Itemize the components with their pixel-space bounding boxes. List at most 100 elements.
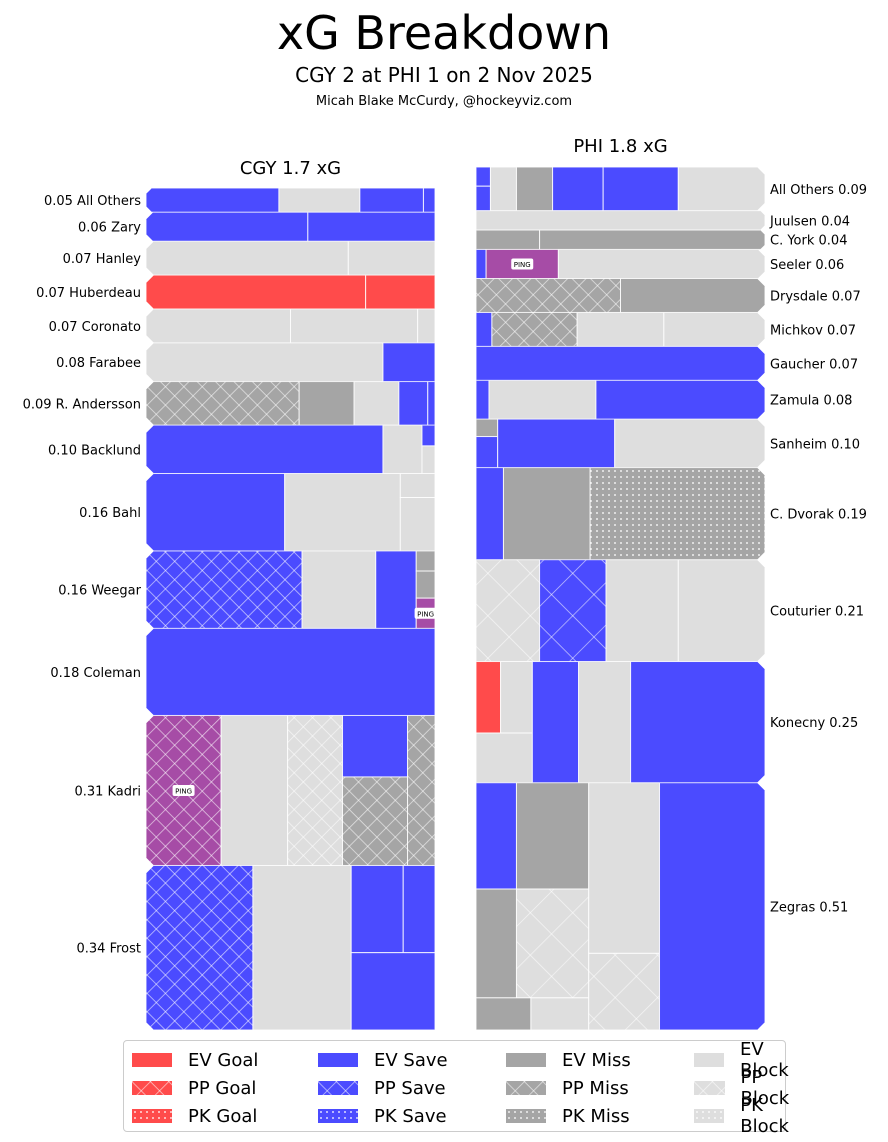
shot-miss-ev	[620, 278, 765, 313]
player-row: Michkov 0.07	[476, 312, 856, 347]
shot-miss-ev	[502, 467, 591, 560]
player-label: 0.07 Coronato	[49, 320, 141, 335]
shot-block-ev	[578, 661, 632, 783]
pp-hatch	[407, 715, 435, 866]
shot-save-ev	[476, 346, 765, 381]
legend-swatch-icon	[318, 1053, 358, 1067]
shot-block-ev	[290, 308, 419, 343]
legend-item: EV Goal	[132, 1047, 258, 1073]
shot-block-ev	[146, 308, 291, 343]
legend-swatch-icon	[506, 1081, 546, 1095]
pk-dots	[590, 467, 765, 560]
shot-save-ev	[476, 467, 504, 560]
shot-block-ev	[605, 559, 679, 662]
shot-block-ev	[530, 997, 590, 1030]
shot-save-ev	[146, 188, 280, 213]
ping-label: PING	[417, 610, 434, 618]
shot-save-ev	[350, 952, 435, 1030]
shot-block-ev	[252, 865, 352, 1030]
shot-save-ev	[595, 380, 765, 420]
pp-hatch	[476, 278, 621, 313]
pp-hatch	[146, 865, 253, 1030]
shot-save-ev	[630, 661, 765, 783]
shot-block-ev	[284, 473, 401, 551]
player-row: PING 0.16 Weegar	[58, 550, 437, 629]
legend-item: EV Save	[318, 1047, 448, 1073]
legend-swatch-icon	[132, 1081, 172, 1095]
player-label: Gaucher 0.07	[770, 357, 858, 372]
pp-hatch	[287, 715, 343, 866]
shot-miss-ev	[539, 230, 765, 250]
shot-block-ev	[476, 210, 765, 231]
player-row: All Others 0.09	[476, 167, 867, 211]
legend-item: PK Block	[694, 1095, 799, 1137]
shot-block-ev	[382, 425, 423, 474]
legend-swatch-icon	[506, 1053, 546, 1067]
legend-item: PP Goal	[132, 1075, 256, 1101]
legend-swatch-icon	[132, 1053, 172, 1067]
player-row: Zegras 0.51	[476, 782, 848, 1030]
pp-hatch	[146, 381, 300, 426]
legend-item: PP Miss	[506, 1075, 629, 1101]
shot-goal-ev	[146, 275, 367, 309]
legend-label: PP Save	[374, 1077, 446, 1099]
legend-swatch-icon	[132, 1109, 172, 1123]
shot-block-ev	[220, 715, 289, 866]
shot-save-ev	[476, 185, 491, 211]
shot-miss-ev	[476, 888, 517, 999]
chart-subtitle: CGY 2 at PHI 1 on 2 Nov 2025	[295, 63, 593, 87]
legend-item: PK Save	[318, 1103, 447, 1129]
player-label: 0.06 Zary	[78, 221, 141, 236]
legend-swatch-icon	[318, 1109, 358, 1123]
shot-miss-ev	[476, 230, 541, 250]
player-label: 0.16 Bahl	[79, 506, 141, 521]
player-label: C. York 0.04	[770, 234, 847, 249]
player-row: Zamula 0.08	[476, 380, 852, 420]
shot-save-ev	[602, 167, 679, 211]
shot-block-ev	[576, 312, 665, 347]
player-row: 0.18 Coleman	[50, 628, 435, 716]
player-label: 0.34 Frost	[77, 942, 142, 957]
phi-panel-title: PHI 1.8 xG	[573, 136, 668, 157]
shot-save-ev	[307, 212, 435, 242]
player-row: Konecny 0.25	[476, 661, 858, 783]
legend-item: PP Save	[318, 1075, 446, 1101]
shot-save-ev	[375, 550, 417, 629]
player-row: PING Seeler 0.06	[476, 249, 844, 279]
player-row: C. York 0.04	[476, 230, 847, 250]
shot-block-ev	[399, 473, 435, 499]
player-row: 0.34 Frost	[77, 865, 435, 1030]
player-label: Couturier 0.21	[770, 605, 864, 620]
shot-save-ev	[422, 188, 435, 213]
shot-save-ev	[402, 865, 435, 954]
shot-save-ev	[427, 381, 435, 426]
legend-label: EV Goal	[188, 1049, 259, 1071]
legend-item: PP Block	[694, 1067, 799, 1109]
shot-save-ev	[382, 342, 435, 382]
shot-save-ev	[552, 167, 604, 211]
player-row: 0.09 R. Andersson	[23, 381, 435, 426]
shot-block-ev	[663, 312, 765, 347]
shot-save-ev	[476, 436, 499, 468]
player-row: Sanheim 0.10	[476, 419, 860, 468]
shot-save-ev	[531, 661, 580, 783]
player-row: 0.07 Coronato	[49, 308, 435, 343]
legend: EV Goal EV Save EV Miss EV Block PP Goal PP S…	[123, 1039, 789, 1137]
shot-miss-ev	[515, 782, 590, 890]
ping-badge	[172, 784, 195, 796]
player-row: Drysdale 0.07	[476, 278, 861, 313]
shot-save-ev	[476, 249, 487, 279]
shot-miss-ev	[476, 997, 532, 1030]
player-label: Zegras 0.51	[770, 900, 848, 915]
ping-label: PING	[175, 787, 192, 795]
shot-save-ev	[146, 212, 309, 242]
shot-save-ev	[476, 167, 491, 187]
shot-save-ev	[146, 425, 384, 474]
player-label: Michkov 0.07	[770, 323, 856, 338]
shot-miss-ev	[476, 419, 499, 438]
legend-label: EV Block	[740, 1039, 789, 1081]
shot-block-ev	[417, 308, 435, 343]
player-row: 0.05 All Others	[44, 188, 435, 213]
player-label: Zamula 0.08	[770, 394, 852, 409]
